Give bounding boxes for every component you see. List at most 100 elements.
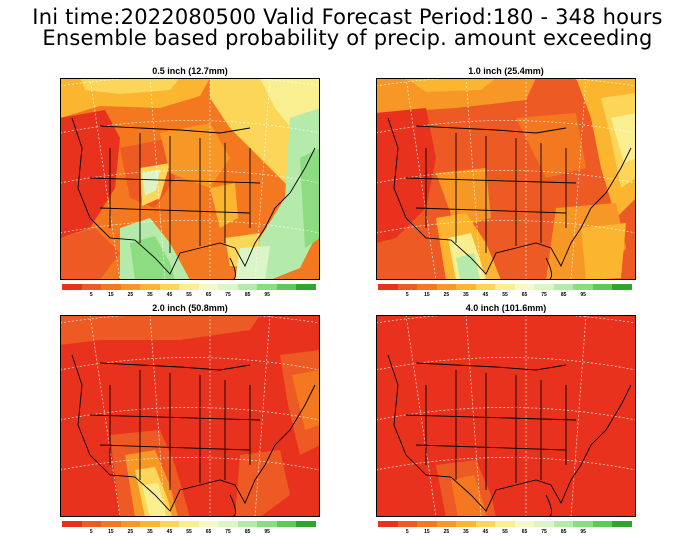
colorbar-tick-label: 5 <box>89 292 93 298</box>
colorbar-segment <box>140 521 160 527</box>
colorbar-segment <box>257 521 277 527</box>
colorbar-tick-label: 95 <box>264 529 270 535</box>
panel-title-4.0in: 4.0 inch (101.6mm) <box>465 303 547 313</box>
colorbar-tick-label: 85 <box>560 292 567 298</box>
colorbar-tick-label: 15 <box>108 529 114 535</box>
colorbar-tick-label: 25 <box>127 292 134 298</box>
colorbar-segment <box>417 284 437 290</box>
colorbar-segment <box>573 284 593 290</box>
colorbar-segment <box>81 284 102 290</box>
colorbar-segment <box>218 284 238 290</box>
colorbar-tick-label: 5 <box>89 529 93 535</box>
colorbar-tick-label: 85 <box>560 529 567 535</box>
colorbar-segment <box>179 521 199 527</box>
colorbar-tick-label: 95 <box>264 292 270 298</box>
colorbar-segment <box>140 284 160 290</box>
colorbar-labels-0.5in: 5 15 25 35 45 55 65 75 85 95 <box>62 292 316 300</box>
colorbar-labels-1.0in: 5 15 25 35 45 55 65 75 85 95 <box>378 292 632 300</box>
chart-title-line1: Ini time:2022080500 Valid Forecast Perio… <box>32 5 663 29</box>
probability-map-2.0in <box>60 315 320 517</box>
colorbar-tick-label: 55 <box>186 529 192 535</box>
colorbar-tick-label: 75 <box>225 529 231 535</box>
colorbar-segment <box>101 521 121 527</box>
colorbar-segment <box>573 521 593 527</box>
colorbar-segment <box>237 521 258 527</box>
chart-title-line2: Ensemble based probability of precip. am… <box>42 26 653 50</box>
colorbar-2.0in <box>62 521 316 527</box>
colorbar-tick-label: 95 <box>580 529 586 535</box>
colorbar-segment <box>612 284 632 290</box>
probability-map-4.0in <box>376 315 636 517</box>
colorbar-tick-label: 85 <box>244 292 251 298</box>
colorbar-tick-label: 15 <box>424 529 430 535</box>
colorbar-segment <box>378 521 398 527</box>
panel-title-2.0in: 2.0 inch (50.8mm) <box>152 303 228 313</box>
colorbar-tick-label: 35 <box>463 529 469 535</box>
colorbar-tick-label: 45 <box>166 292 173 298</box>
colorbar-tick-label: 5 <box>405 292 409 298</box>
colorbar-segment <box>612 521 632 527</box>
colorbar-segment <box>514 284 535 290</box>
colorbar-segment <box>276 284 297 290</box>
colorbar-segment <box>397 521 418 527</box>
colorbar-segment <box>81 521 102 527</box>
colorbar-segment <box>218 521 238 527</box>
colorbar-segment <box>257 284 277 290</box>
colorbar-tick-label: 55 <box>186 292 192 298</box>
colorbar-tick-label: 25 <box>127 529 134 535</box>
colorbar-segment <box>417 521 437 527</box>
colorbar-tick-label: 35 <box>147 292 153 298</box>
colorbar-segment <box>436 521 457 527</box>
colorbar-labels-4.0in: 5 15 25 35 45 55 65 75 85 95 <box>378 529 632 537</box>
colorbar-tick-label: 65 <box>205 292 212 298</box>
colorbar-segment <box>159 284 180 290</box>
colorbar-tick-label: 75 <box>541 529 547 535</box>
colorbar-segment <box>62 521 82 527</box>
colorbar-segment <box>397 284 418 290</box>
colorbar-segment <box>120 284 141 290</box>
colorbar-tick-label: 15 <box>108 292 114 298</box>
colorbar-4.0in <box>378 521 632 527</box>
colorbar-labels-2.0in: 5 15 25 35 45 55 65 75 85 95 <box>62 529 316 537</box>
colorbar-tick-label: 35 <box>147 529 153 535</box>
colorbar-tick-label: 45 <box>482 529 489 535</box>
colorbar-tick-label: 75 <box>225 292 231 298</box>
colorbar-segment <box>514 521 535 527</box>
colorbar-segment <box>101 284 121 290</box>
colorbar-segment <box>534 521 554 527</box>
colorbar-segment <box>378 284 398 290</box>
colorbar-segment <box>534 284 554 290</box>
colorbar-segment <box>592 521 613 527</box>
colorbar-tick-label: 45 <box>166 529 173 535</box>
colorbar-tick-label: 85 <box>244 529 251 535</box>
colorbar-segment <box>159 521 180 527</box>
colorbar-segment <box>495 284 515 290</box>
colorbar-tick-label: 5 <box>405 529 409 535</box>
colorbar-segment <box>553 521 574 527</box>
colorbar-segment <box>553 284 574 290</box>
colorbar-segment <box>456 521 476 527</box>
colorbar-tick-label: 55 <box>502 529 508 535</box>
colorbar-tick-label: 25 <box>443 292 450 298</box>
probability-map-1.0in <box>376 78 636 280</box>
colorbar-segment <box>296 284 316 290</box>
colorbar-segment <box>456 284 476 290</box>
colorbar-0.5in <box>62 284 316 290</box>
colorbar-1.0in <box>378 284 632 290</box>
colorbar-tick-label: 65 <box>521 529 528 535</box>
colorbar-segment <box>296 521 316 527</box>
colorbar-tick-label: 75 <box>541 292 547 298</box>
colorbar-tick-label: 35 <box>463 292 469 298</box>
colorbar-segment <box>120 521 141 527</box>
colorbar-segment <box>436 284 457 290</box>
colorbar-segment <box>179 284 199 290</box>
colorbar-tick-label: 45 <box>482 292 489 298</box>
probability-map-0.5in <box>60 78 320 280</box>
colorbar-segment <box>495 521 515 527</box>
colorbar-segment <box>592 284 613 290</box>
colorbar-tick-label: 25 <box>443 529 450 535</box>
colorbar-segment <box>198 284 219 290</box>
colorbar-segment <box>475 521 496 527</box>
colorbar-tick-label: 65 <box>205 529 212 535</box>
colorbar-segment <box>198 521 219 527</box>
